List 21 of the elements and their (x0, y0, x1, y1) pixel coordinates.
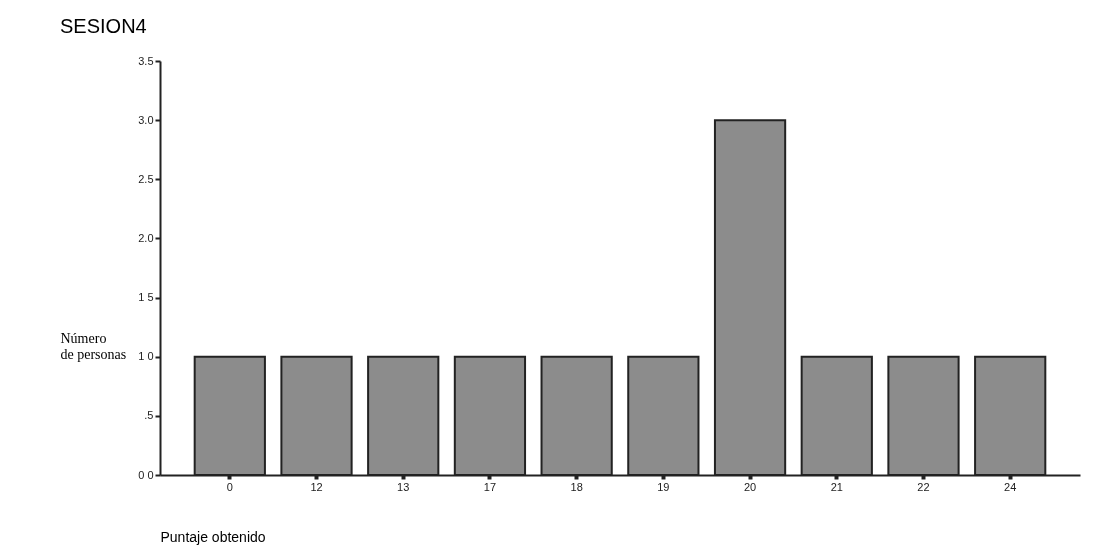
x-tick-label: 19 (657, 480, 670, 493)
x-tick-label: 22 (917, 480, 930, 493)
x-tick-label: 13 (397, 480, 410, 493)
y-tick-label: 3.5 (138, 54, 154, 67)
x-tick-label: 0 (226, 480, 233, 493)
x-tick-label: 20 (743, 480, 757, 493)
x-tick-label: 21 (830, 480, 843, 493)
chart-title: SESION4 (60, 15, 147, 37)
y-tick-label: 0 0 (138, 468, 154, 481)
y-tick-label: 2.0 (138, 231, 154, 244)
y-axis-title: Número de personas (60, 330, 127, 362)
y-tick-label: 1 5 (138, 291, 154, 304)
y-tick-label: 2.5 (138, 172, 154, 185)
y-tick-label: 3.0 (138, 113, 154, 126)
y-tick-label: .5 (144, 409, 154, 422)
x-tick-label: 12 (310, 480, 323, 493)
x-axis-title: Puntaje obtenido (160, 528, 266, 545)
x-tick-label: 18 (570, 480, 583, 493)
x-tick-label: 17 (483, 480, 497, 493)
x-tick-label: 24 (1004, 480, 1017, 493)
y-tick-label: 1 0 (138, 350, 154, 363)
